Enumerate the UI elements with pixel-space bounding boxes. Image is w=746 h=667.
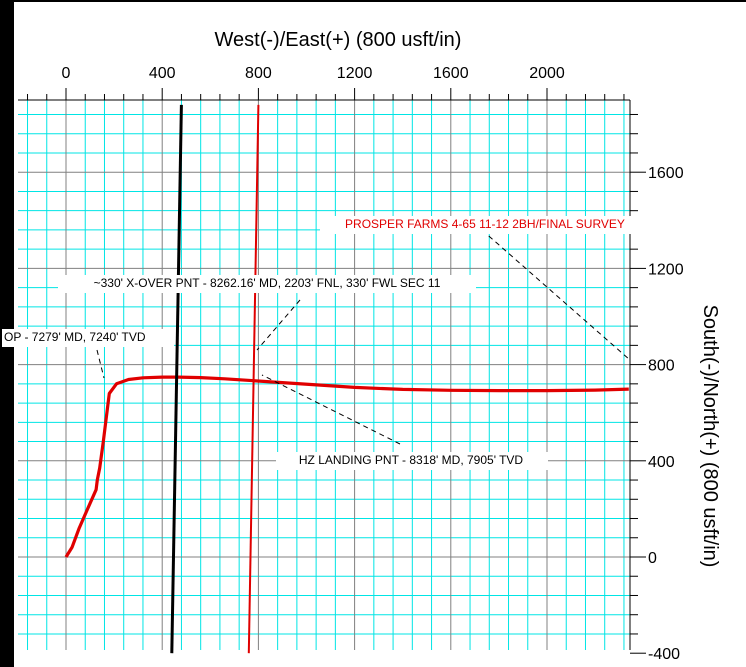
annotation-background [276,452,548,470]
y-tick-label: 1200 [648,261,684,278]
x-tick-label: 1200 [337,65,373,82]
series-layer [64,104,629,654]
x-tick-label: 1600 [433,65,469,82]
y-tick-label: 400 [648,454,675,471]
y-tick-label: 1600 [648,165,684,182]
x-tick-label: 400 [149,65,176,82]
annotation-background [320,216,652,234]
annotations: PROSPER FARMS 4-65 11-12 2BH/FINAL SURVE… [2,216,652,470]
annotation-background [2,329,174,347]
wellpath-line [64,375,629,558]
annotation-leader-line [261,374,401,445]
top-border [0,0,746,2]
annotation-leader-line [96,349,105,379]
x-tick-label: 800 [245,65,272,82]
lease-line-black [170,104,183,654]
annotation-label: PROSPER FARMS 4-65 11-12 2BH/FINAL SURVE… [345,217,625,231]
annotation-label: OP - 7279' MD, 7240' TVD [4,330,146,344]
y-tick-label: 800 [648,358,675,375]
y-axis-label: South(-)/North(+) (800 usft/in) [699,305,721,568]
minor-grid [18,100,630,650]
annotation-leader-line [256,299,301,351]
tick-labels: 0 400 800 1200 1600 2000 1600 1200 800 400 0 -400 [62,65,684,663]
lease-line-red [247,104,260,654]
annotation-leader-line [481,229,631,361]
y-tick-label: -400 [648,646,680,663]
annotation-label: HZ LANDING PNT - 8318' MD, 7905' TVD [299,453,524,467]
x-axis-label: West(-)/East(+) (800 usft/in) [215,29,462,51]
y-tick-label: 0 [648,550,657,567]
x-tick-label: 0 [62,65,71,82]
annotation-background [58,275,476,293]
annotation-label: ~330' X-OVER PNT - 8262.16' MD, 2203' FN… [94,276,441,290]
axis-ticks [18,88,646,654]
x-tick-label: 2000 [529,65,565,82]
